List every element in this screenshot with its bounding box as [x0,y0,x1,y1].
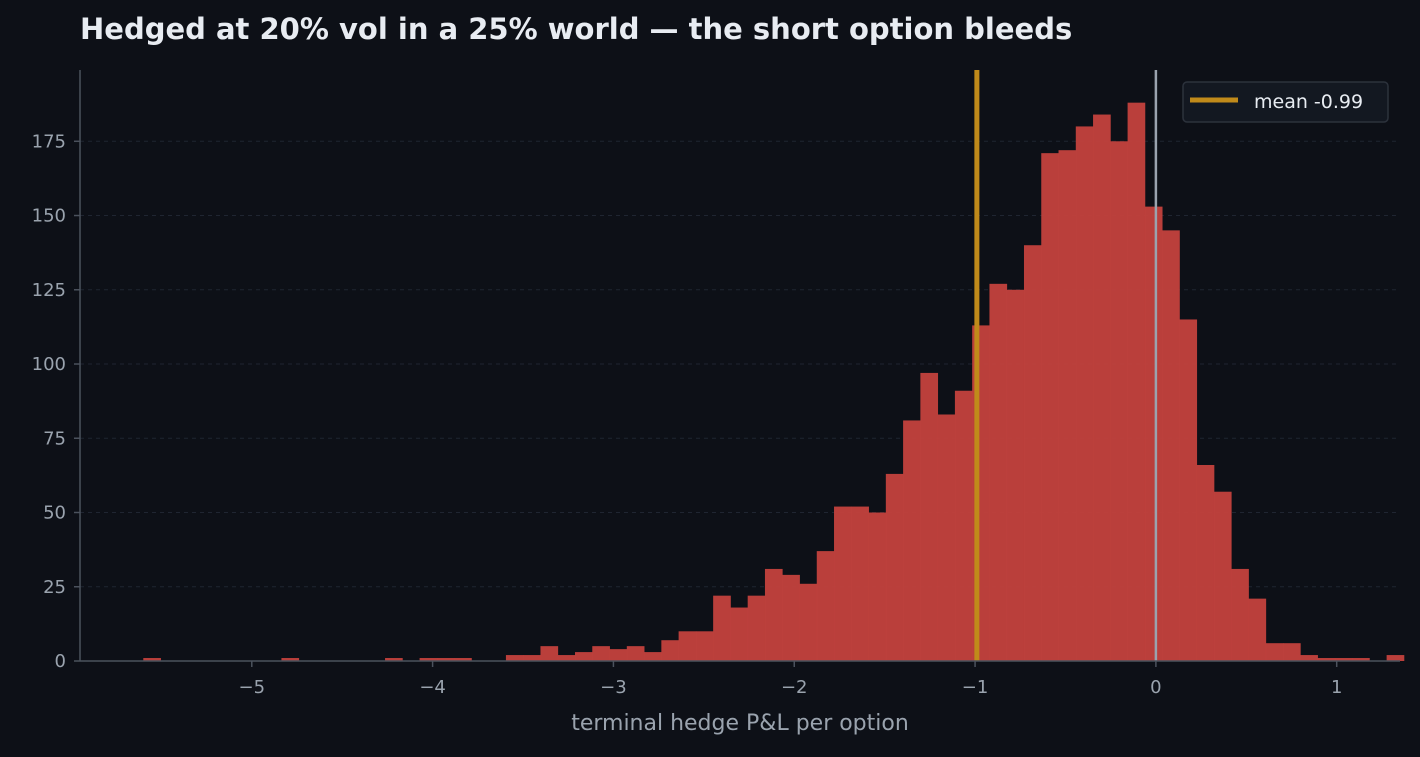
histogram-bar [1144,206,1163,661]
histogram-bar [1334,658,1353,661]
histogram-bar [678,631,697,661]
y-tick-label: 50 [43,503,66,524]
histogram-bar [1058,150,1077,662]
legend-label: mean -0.99 [1254,91,1363,113]
histogram-bar [523,655,541,661]
histogram-bar [989,283,1008,661]
histogram-bar [747,595,766,661]
histogram-bar [868,512,887,661]
histogram-bars [143,102,1405,662]
y-tick-label: 175 [32,131,66,152]
y-tick-label: 150 [32,206,66,227]
histogram-bar [937,414,956,661]
histogram-bar [816,551,835,661]
x-tick-label: −3 [600,677,627,698]
histogram-bar [1300,655,1318,661]
histogram-bar [281,658,300,661]
grid-lines [80,140,1400,588]
histogram-bar [1006,289,1025,661]
y-tick-label: 100 [32,354,66,375]
chart-title: Hedged at 20% vol in a 25% world — the s… [80,12,1073,46]
x-tick-label: −2 [781,677,808,698]
histogram-bar [903,420,921,661]
histogram-bar [1023,245,1042,661]
histogram-bar [143,658,161,661]
histogram-bar [419,658,438,661]
histogram-bar [885,473,904,661]
histogram-bar [1196,464,1215,661]
histogram-bar [851,506,869,661]
histogram-bar [730,607,749,661]
histogram-bar [713,595,731,661]
histogram-bar [799,583,818,661]
histogram-bar [505,655,524,661]
axis-ticks: −5 −4 −3 −2 −1 0 1 0 25 50 75 100 125 150 175 [32,131,1343,698]
histogram-bar [1317,658,1336,661]
histogram-bar [1110,141,1128,662]
y-tick-label: 75 [43,428,66,449]
histogram-bar [1162,230,1180,661]
histogram-bar [661,640,680,661]
histogram-bar [454,658,472,661]
histogram-bar [954,390,973,661]
legend: mean -0.99 [1182,81,1389,123]
x-tick-label: −1 [962,677,989,698]
histogram-bar [626,646,645,661]
x-axis-label: terminal hedge P&L per option [571,711,909,736]
histogram-bar [1041,153,1059,662]
x-tick-label: −5 [239,677,266,698]
histogram-bar [834,506,852,661]
histogram-bar [609,649,628,661]
x-tick-label: −4 [419,677,446,698]
histogram-bar [1231,568,1249,661]
histogram-bar [1093,114,1111,662]
histogram-bar [695,631,714,661]
legend-box [1182,81,1389,123]
histogram-bar [1386,655,1405,661]
histogram-bar [557,655,576,661]
y-tick-label: 25 [43,577,66,598]
histogram-bar [575,652,593,661]
histogram-bar [1075,126,1094,662]
histogram-bar [436,658,455,661]
histogram-bar [782,574,800,661]
histogram-bar [1248,598,1267,661]
histogram-bar [385,658,403,661]
histogram-bar [1283,643,1301,661]
y-tick-label: 0 [55,651,66,672]
x-tick-label: 0 [1150,677,1161,698]
histogram-bar [764,568,783,661]
histogram-bar [1179,319,1198,661]
histogram-bar [592,646,610,661]
histogram-bar [644,652,662,661]
histogram-bar [1265,643,1284,661]
histogram-bar [920,372,939,661]
histogram-bar [1213,491,1232,661]
histogram-bar [1127,102,1146,662]
histogram-bar [540,646,559,661]
x-tick-label: 1 [1331,677,1342,698]
histogram-bar [1352,658,1370,661]
y-tick-label: 125 [32,280,66,301]
